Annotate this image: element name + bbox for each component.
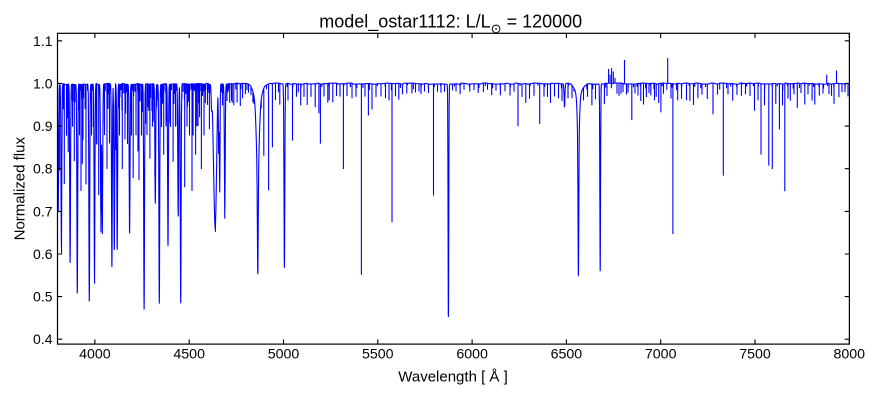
svg-text:4500: 4500 <box>173 346 205 362</box>
svg-text:8000: 8000 <box>834 346 866 362</box>
svg-text:0.4: 0.4 <box>33 331 53 347</box>
svg-text:6000: 6000 <box>456 346 488 362</box>
svg-text:0.7: 0.7 <box>33 203 53 219</box>
svg-text:Normalized flux: Normalized flux <box>11 137 28 241</box>
svg-text:7500: 7500 <box>739 346 771 362</box>
svg-text:5500: 5500 <box>362 346 394 362</box>
svg-text:1.1: 1.1 <box>33 33 53 49</box>
svg-text:6500: 6500 <box>551 346 583 362</box>
svg-text:1.0: 1.0 <box>33 75 53 91</box>
svg-text:0.9: 0.9 <box>33 118 53 134</box>
svg-text:5000: 5000 <box>268 346 300 362</box>
svg-text:Wavelength [ Å ]: Wavelength [ Å ] <box>398 368 508 385</box>
svg-text:4000: 4000 <box>79 346 111 362</box>
svg-text:7000: 7000 <box>645 346 677 362</box>
svg-text:0.6: 0.6 <box>33 246 53 262</box>
svg-text:0.5: 0.5 <box>33 289 53 305</box>
svg-text:0.8: 0.8 <box>33 161 53 177</box>
